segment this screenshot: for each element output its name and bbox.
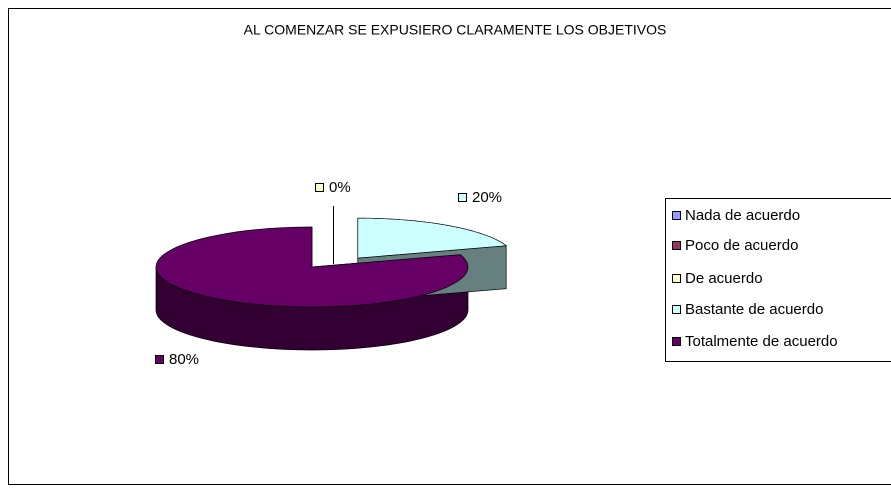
legend-key: [672, 211, 681, 220]
data-label: 20%: [472, 189, 502, 206]
label-key: [315, 183, 324, 192]
legend-label: Totalmente de acuerdo: [685, 333, 838, 350]
slice-top: [357, 217, 508, 259]
legend-label: Bastante de acuerdo: [685, 301, 823, 318]
data-label: 0%: [329, 179, 351, 196]
chart-title: AL COMENZAR SE EXPUSIERO CLARAMENTE LOS …: [244, 22, 667, 38]
legend-box: [665, 198, 891, 362]
legend-label: Poco de acuerdo: [685, 237, 798, 254]
legend-label: Nada de acuerdo: [685, 207, 800, 224]
slice-top: [155, 226, 469, 308]
legend-key: [672, 274, 681, 283]
label-key: [155, 355, 164, 364]
legend-key: [672, 305, 681, 314]
label-key: [458, 193, 467, 202]
legend-label: De acuerdo: [685, 270, 763, 287]
legend-key: [672, 241, 681, 250]
legend-key: [672, 337, 681, 346]
data-label: 80%: [169, 351, 199, 368]
